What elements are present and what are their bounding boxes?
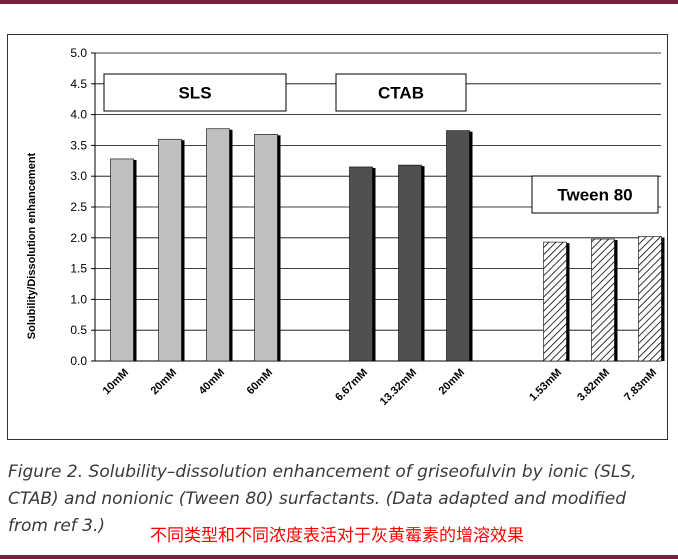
x-tick-label: 40mM — [197, 367, 228, 398]
group-labels: SLS CTAB Tween 80 — [103, 73, 659, 214]
x-tick-label: 6.67mM — [333, 367, 370, 404]
bar-sls-0 — [110, 158, 134, 362]
group-label-box-sls — [103, 73, 287, 112]
x-tick-labels: 10mM 20mM 40mM 60mM 6.67mM 13.32mM 20mM 1.53mM 3… — [101, 367, 660, 408]
group-label-ctab: CTAB — [378, 84, 424, 103]
bar-sls-2 — [206, 128, 230, 362]
y-tick-label: 4.5 — [70, 77, 87, 91]
y-tick-labels: 0.0 0.5 1.0 1.5 2.0 2.5 3.0 3.5 4.0 4.5 5.0 — [70, 46, 87, 368]
bar-chart: 0.0 0.5 1.0 1.5 2.0 2.5 3.0 3.5 4.0 4.5 5.0 10mM 20… — [26, 46, 665, 408]
bar-tween-80-0 — [543, 241, 567, 362]
y-tick-label: 5.0 — [70, 46, 87, 60]
y-axis-label: Solubility/Dissolution enhancement — [26, 152, 38, 339]
y-tick-label: 0.5 — [70, 323, 87, 337]
bar-ctab-1 — [398, 164, 422, 362]
x-tick-label: 20mM — [437, 367, 468, 398]
bars — [110, 128, 665, 362]
y-tick-label: 0.0 — [70, 354, 87, 368]
x-tick-label: 60mM — [245, 367, 276, 398]
bar-tween-80-2 — [638, 236, 662, 362]
bar-tween-80-1 — [591, 238, 615, 362]
group-label-box-tween-80 — [531, 175, 659, 214]
x-tick-label: 10mM — [101, 367, 132, 398]
x-tick-label: 1.53mM — [527, 367, 564, 404]
figure-caption: Figure 2. Solubility–dissolution enhance… — [8, 462, 637, 536]
y-tick-label: 4.0 — [70, 108, 87, 122]
x-tick-label: 7.83mM — [622, 367, 659, 404]
chinese-annotation: 不同类型和不同浓度表活对于灰黄霉素的增溶效果 — [150, 526, 524, 546]
x-tick-label: 3.82mM — [575, 367, 612, 404]
bar-ctab-0 — [349, 166, 373, 362]
bar-sls-1 — [158, 138, 182, 362]
group-label-tween-80: Tween 80 — [557, 186, 632, 205]
bar-ctab-2 — [446, 130, 470, 362]
group-label-box-ctab — [335, 73, 467, 112]
bar-sls-3 — [254, 134, 278, 362]
group-label-sls: SLS — [178, 84, 211, 103]
x-tick-label: 13.32mM — [378, 367, 419, 408]
bottom-rule — [0, 555, 678, 559]
y-tick-label: 3.5 — [70, 138, 87, 152]
top-rule — [0, 0, 678, 4]
y-tick-label: 1.5 — [70, 262, 87, 276]
y-tick-label: 2.0 — [70, 231, 87, 245]
y-tick-label: 2.5 — [70, 200, 87, 214]
x-tick-label: 20mM — [149, 367, 180, 398]
y-tick-label: 1.0 — [70, 292, 87, 306]
y-tick-label: 3.0 — [70, 169, 87, 183]
